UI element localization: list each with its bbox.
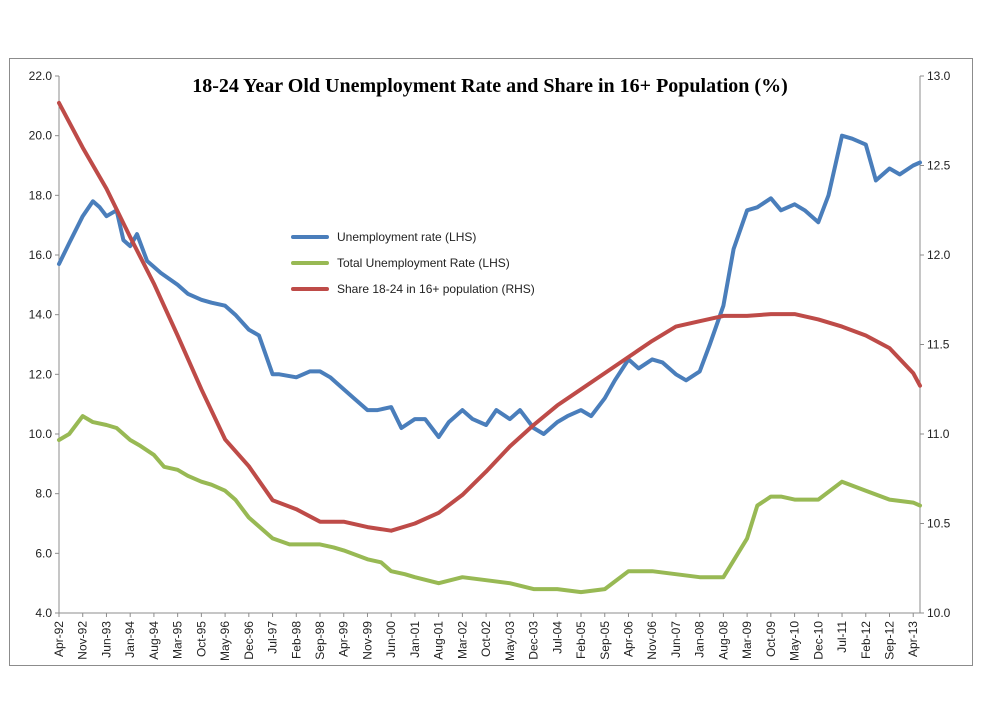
legend: Unemployment rate (LHS) Total Unemploymen… xyxy=(291,230,535,296)
x-tick-label: Feb-05 xyxy=(574,621,588,659)
x-tick-label: Jun-00 xyxy=(384,621,398,658)
x-tick-label: Apr-13 xyxy=(906,621,920,657)
left-y-axis-ticks: 4.0 6.0 8.0 10.0 12.0 14.0 16.0 18.0 20.0 22.0 xyxy=(29,69,59,620)
right-y-tick-label: 12.0 xyxy=(927,248,951,262)
right-y-axis-ticks: 10.0 10.5 11.0 11.5 12.0 12.5 13.0 xyxy=(920,69,951,620)
x-tick-label: Apr-92 xyxy=(52,621,66,657)
right-y-tick-label: 10.5 xyxy=(927,517,951,531)
right-y-tick-label: 10.0 xyxy=(927,606,951,620)
series-layer xyxy=(57,100,922,595)
x-tick-label: Nov-92 xyxy=(76,621,90,660)
series-line-3 xyxy=(57,100,922,533)
chart-frame: 18-24 Year Old Unemployment Rate and Sha… xyxy=(9,58,973,666)
x-tick-label: Oct-02 xyxy=(479,621,493,657)
x-tick-label: Dec-10 xyxy=(811,621,825,660)
x-tick-label: May-96 xyxy=(218,621,232,661)
x-tick-label: Oct-09 xyxy=(764,621,778,657)
x-tick-label: Jul-97 xyxy=(266,621,280,654)
right-y-tick-label: 13.0 xyxy=(927,69,951,83)
axes xyxy=(58,76,921,614)
legend-label: Total Unemployment Rate (LHS) xyxy=(337,256,510,270)
x-tick-label: Aug-01 xyxy=(432,621,446,660)
x-tick-label: Feb-98 xyxy=(289,621,303,659)
x-tick-label: Mar-02 xyxy=(455,621,469,659)
left-y-tick-label: 10.0 xyxy=(29,427,53,441)
left-y-tick-label: 4.0 xyxy=(35,606,52,620)
x-tick-label: May-03 xyxy=(503,621,517,661)
chart-title: 18-24 Year Old Unemployment Rate and Sha… xyxy=(192,75,788,97)
x-tick-label: Sep-98 xyxy=(313,621,327,660)
x-tick-label: Jan-08 xyxy=(693,621,707,658)
x-tick-label: Jul-11 xyxy=(835,621,849,653)
x-tick-label: Aug-94 xyxy=(147,621,161,660)
left-y-tick-label: 6.0 xyxy=(35,546,52,560)
x-tick-label: May-10 xyxy=(788,621,802,661)
left-y-tick-label: 20.0 xyxy=(29,129,53,143)
left-y-tick-label: 8.0 xyxy=(35,487,52,501)
x-tick-label: Nov-06 xyxy=(645,621,659,660)
legend-label: Share 18-24 in 16+ population (RHS) xyxy=(337,282,535,296)
x-tick-label: Jun-93 xyxy=(99,621,113,658)
x-tick-label: Sep-05 xyxy=(598,621,612,660)
left-y-tick-label: 16.0 xyxy=(29,248,53,262)
right-y-tick-label: 12.5 xyxy=(927,159,951,173)
left-y-tick-label: 22.0 xyxy=(29,69,53,83)
series-line-2 xyxy=(57,414,922,595)
left-y-tick-label: 14.0 xyxy=(29,308,53,322)
left-y-tick-label: 12.0 xyxy=(29,367,53,381)
x-tick-label: Feb-12 xyxy=(859,621,873,659)
x-tick-label: Mar-95 xyxy=(171,621,185,659)
x-tick-label: Jul-04 xyxy=(550,621,564,654)
x-tick-label: Apr-06 xyxy=(621,621,635,657)
line-chart: 18-24 Year Old Unemployment Rate and Sha… xyxy=(29,69,951,661)
x-tick-label: Mar-09 xyxy=(740,621,754,659)
x-tick-label: Aug-08 xyxy=(716,621,730,660)
x-tick-label: Sep-12 xyxy=(882,621,896,660)
x-tick-label: Apr-99 xyxy=(337,621,351,657)
x-axis-ticks: Apr-92 Nov-92 Jun-93 Jan-94 Aug-94 Mar-95 Oct-… xyxy=(52,613,920,661)
legend-label: Unemployment rate (LHS) xyxy=(337,230,476,244)
x-tick-label: Jun-07 xyxy=(669,621,683,658)
x-tick-label: Jan-01 xyxy=(408,621,422,658)
x-tick-label: Jan-94 xyxy=(123,621,137,658)
right-y-tick-label: 11.5 xyxy=(927,338,950,352)
x-tick-label: Nov-99 xyxy=(360,621,374,660)
x-tick-label: Oct-95 xyxy=(194,621,208,657)
left-y-tick-label: 18.0 xyxy=(29,188,53,202)
right-y-tick-label: 11.0 xyxy=(927,427,950,441)
x-tick-label: Dec-96 xyxy=(242,621,256,660)
x-tick-label: Dec-03 xyxy=(527,621,541,660)
series-line-1 xyxy=(57,133,922,439)
